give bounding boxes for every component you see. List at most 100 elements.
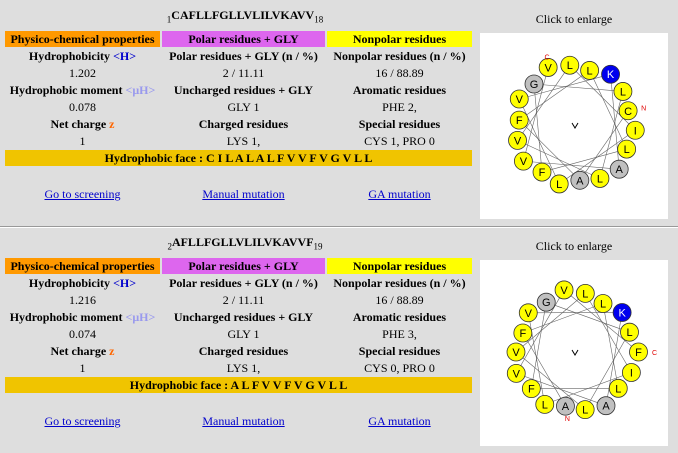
residue-circle — [508, 130, 527, 150]
residue-letter: K — [607, 69, 615, 81]
wheel-link — [605, 312, 623, 406]
row-label: Charged residues — [162, 116, 325, 132]
row-value: GLY 1 — [162, 99, 325, 115]
enlarge-label: Click to enlarge — [535, 239, 613, 253]
residue-letter: F — [539, 167, 546, 179]
cell-text: 2 / 11.11 — [222, 293, 265, 307]
residue-letter: V — [525, 308, 533, 320]
row-value: CYS 0, PRO 0 — [327, 360, 472, 376]
wheel-link — [519, 119, 581, 181]
residue-letter: L — [556, 179, 562, 191]
link-cell: Manual mutation — [162, 186, 325, 202]
residue-letter: V — [516, 94, 524, 106]
wheel-link — [569, 65, 636, 131]
row-value: 2 / 11.11 — [162, 65, 325, 81]
cell-text: Net charge — [50, 117, 107, 131]
residue-letter: I — [630, 368, 633, 380]
start-index: 1 — [166, 14, 172, 25]
wheel-link — [517, 65, 571, 141]
wheel-link — [602, 303, 619, 389]
wheel-link — [599, 91, 624, 179]
residue-circle — [613, 82, 633, 101]
symbol: z — [109, 117, 115, 131]
row-value: 16 / 88.89 — [327, 65, 472, 81]
link[interactable]: Go to screening — [44, 187, 121, 201]
link-cell: GA mutation — [327, 186, 472, 202]
row-label: Hydrophobic moment <μH> — [5, 82, 160, 98]
wheel-link — [522, 332, 566, 407]
cell-text: 2 / 11.11 — [222, 66, 265, 80]
link[interactable]: GA mutation — [368, 414, 431, 428]
wheel-link — [533, 83, 543, 173]
wheel-link — [516, 289, 565, 374]
cell-text: Charged residues — [198, 344, 289, 358]
cell-text: Net charge — [50, 344, 107, 358]
cell-text: 0.078 — [69, 100, 96, 114]
wheel-link — [610, 74, 620, 170]
link[interactable]: GA mutation — [368, 187, 431, 201]
cell-text: Nonpolar residues (n / %) — [333, 276, 466, 290]
residue-letter: L — [567, 60, 573, 72]
residue-circle — [609, 159, 629, 179]
link-cell: Manual mutation — [162, 413, 325, 429]
residue-circle — [612, 303, 632, 322]
symbol: <H> — [113, 276, 137, 290]
row-value: 16 / 88.89 — [327, 292, 472, 308]
cell-text: Charged residues — [198, 117, 289, 131]
row-label: Aromatic residues — [327, 309, 472, 325]
link-cell: Go to screening — [5, 413, 160, 429]
cell-text: 1 — [79, 134, 86, 148]
wheel-link — [518, 98, 560, 185]
wheel-link — [515, 351, 586, 410]
row-value: 1 — [5, 360, 160, 376]
wheel-link — [579, 110, 629, 181]
link[interactable]: Go to screening — [44, 414, 121, 428]
cell-text: 16 / 88.89 — [375, 66, 424, 80]
residue-letter: G — [542, 297, 551, 309]
cell-text: LYS 1, — [226, 361, 261, 375]
wheel-link — [516, 373, 607, 406]
symbol: <μH> — [125, 83, 156, 97]
enlarge-label: Click to enlarge — [535, 12, 613, 26]
residue-letter: L — [542, 399, 548, 411]
residue-letter: L — [582, 405, 588, 417]
start-index: 2 — [167, 241, 172, 252]
residue-letter: F — [519, 328, 526, 340]
residue-letter: L — [587, 65, 593, 77]
wheel-link — [544, 372, 632, 405]
residue-letter: L — [626, 327, 632, 339]
residue-circle — [549, 174, 569, 194]
wheel-link — [589, 70, 627, 150]
end-index: 18 — [314, 14, 324, 25]
end-index: 19 — [313, 241, 323, 252]
sequence-title: 2AFLLFGLLVLILVKAVVF19 — [140, 235, 350, 251]
cell-text: GLY 1 — [227, 327, 260, 341]
wheel-link — [584, 332, 630, 410]
residue-letter: L — [597, 173, 603, 185]
cell-text: Nonpolar residues (n / %) — [333, 49, 466, 63]
sequence-title: 1CAFLLFGLLVLILVKAVV18 — [140, 8, 350, 24]
link[interactable]: Manual mutation — [202, 414, 285, 428]
residue-circle — [618, 101, 638, 121]
residue-circle — [580, 61, 600, 80]
link-cell: Go to screening — [5, 186, 160, 202]
cell-text: CYS 0, PRO 0 — [364, 361, 435, 375]
row-value: CYS 1, PRO 0 — [327, 133, 472, 149]
cell-text: LYS 1, — [226, 134, 261, 148]
cell-text: Polar residues + GLY (n / %) — [169, 49, 318, 63]
wheel-link — [546, 301, 630, 333]
residue-letter: I — [634, 125, 637, 137]
link[interactable]: Manual mutation — [202, 187, 285, 201]
cell-text: Aromatic residues — [352, 310, 447, 324]
wheel-link — [517, 140, 601, 179]
terminal-label: N — [565, 416, 570, 423]
cell-text: Special residues — [358, 344, 441, 358]
header-cell: Physico-chemical properties — [5, 258, 160, 274]
residue-circle — [575, 400, 595, 420]
residue-letter: F — [635, 347, 642, 359]
residue-circle — [506, 342, 526, 362]
